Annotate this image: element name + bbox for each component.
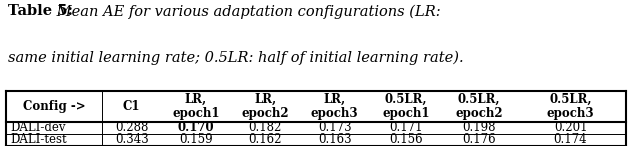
Text: LR,
epoch3: LR, epoch3 — [311, 92, 358, 120]
Text: Config ->: Config -> — [23, 100, 85, 113]
Text: LR,
epoch2: LR, epoch2 — [241, 92, 289, 120]
Text: Mean AE for various adaptation configurations (LR:: Mean AE for various adaptation configura… — [52, 4, 441, 19]
Text: 0.182: 0.182 — [248, 121, 282, 134]
Text: 0.176: 0.176 — [462, 133, 495, 146]
Text: DALI-test: DALI-test — [11, 133, 68, 146]
Text: 0.159: 0.159 — [179, 133, 212, 146]
Text: LR,
epoch1: LR, epoch1 — [172, 92, 219, 120]
Text: 0.171: 0.171 — [389, 121, 423, 134]
Text: 0.343: 0.343 — [115, 133, 149, 146]
Text: 0.173: 0.173 — [318, 121, 351, 134]
Text: 0.198: 0.198 — [462, 121, 495, 134]
Text: 0.288: 0.288 — [115, 121, 149, 134]
Text: 0.5LR,
epoch1: 0.5LR, epoch1 — [382, 92, 430, 120]
Text: 0.5LR,
epoch2: 0.5LR, epoch2 — [455, 92, 502, 120]
Text: DALI-dev: DALI-dev — [11, 121, 66, 134]
Text: 0.163: 0.163 — [318, 133, 351, 146]
Text: 0.201: 0.201 — [554, 121, 587, 134]
Text: same initial learning rate; 0.5LR: half of initial learning rate).: same initial learning rate; 0.5LR: half … — [8, 50, 463, 65]
Text: C1: C1 — [123, 100, 140, 113]
Text: 0.162: 0.162 — [248, 133, 282, 146]
Text: 0.156: 0.156 — [389, 133, 423, 146]
Text: Table 5:: Table 5: — [8, 4, 73, 18]
Text: 0.5LR,
epoch3: 0.5LR, epoch3 — [547, 92, 594, 120]
Text: 0.174: 0.174 — [554, 133, 587, 146]
Text: 0.170: 0.170 — [178, 121, 214, 134]
